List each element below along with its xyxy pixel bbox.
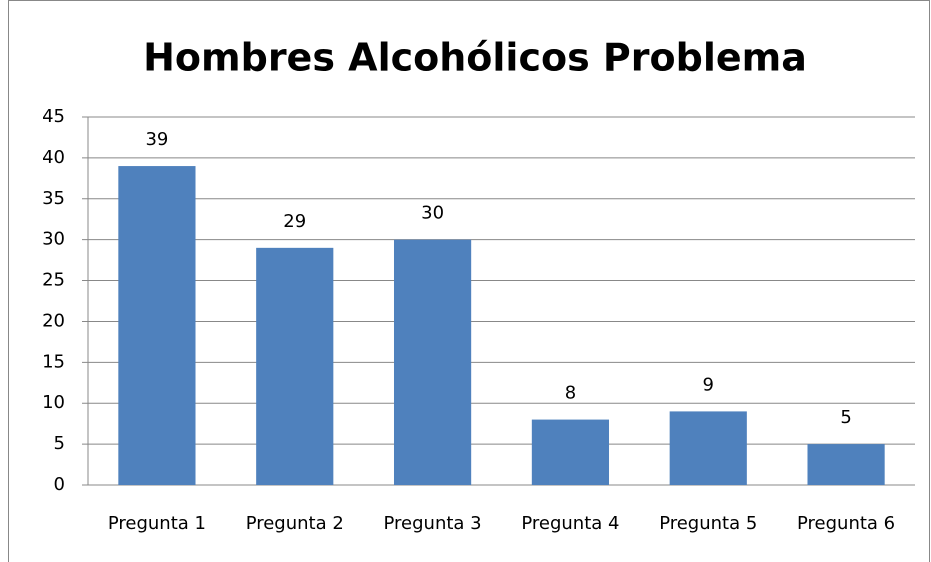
chart-title: Hombres Alcohólicos Problema xyxy=(143,36,807,80)
data-label: 39 xyxy=(145,129,168,150)
x-tick-label: Pregunta 2 xyxy=(246,513,344,534)
data-label: 9 xyxy=(703,374,714,395)
y-tick-label: 5 xyxy=(54,433,65,454)
x-tick-label: Pregunta 4 xyxy=(521,513,619,534)
y-tick-label: 25 xyxy=(42,270,65,291)
y-tick-label: 35 xyxy=(42,188,65,209)
bar xyxy=(807,444,885,485)
y-tick-label: 0 xyxy=(54,474,65,495)
bar xyxy=(393,239,472,485)
bar xyxy=(669,411,747,485)
data-label: 30 xyxy=(421,203,444,224)
y-tick-label: 40 xyxy=(42,147,65,168)
y-tick-label: 20 xyxy=(42,310,65,331)
y-tick-label: 30 xyxy=(42,229,65,250)
y-tick-label: 45 xyxy=(42,106,65,127)
bar xyxy=(531,419,610,485)
data-label: 8 xyxy=(565,383,576,404)
y-tick-label: 10 xyxy=(42,392,65,413)
data-label: 29 xyxy=(283,211,306,232)
x-tick-label: Pregunta 5 xyxy=(659,513,757,534)
bar xyxy=(256,247,334,485)
x-tick-label: Pregunta 1 xyxy=(108,513,206,534)
data-label: 5 xyxy=(840,407,851,428)
x-tick-label: Pregunta 6 xyxy=(797,513,895,534)
y-tick-label: 15 xyxy=(42,351,65,372)
x-tick-label: Pregunta 3 xyxy=(384,513,482,534)
bar xyxy=(118,166,196,486)
